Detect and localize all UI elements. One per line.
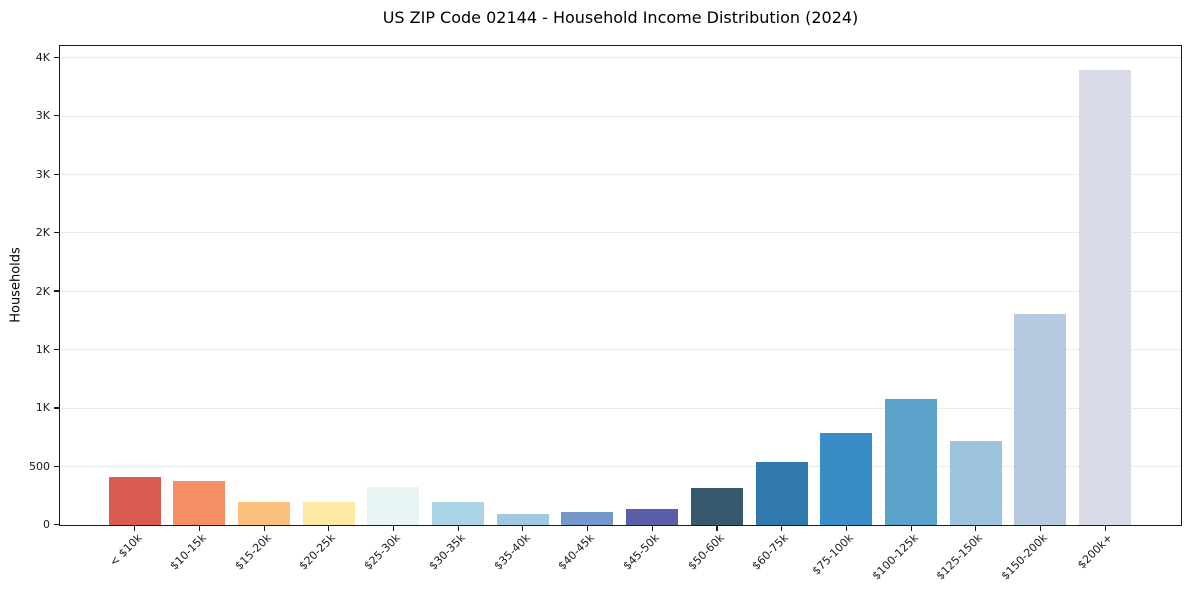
gridline [60, 349, 1181, 351]
x-tick-mark [651, 526, 653, 531]
x-tick-mark [1104, 526, 1106, 531]
y-tick-label: 2K [35, 284, 50, 298]
gridline [60, 115, 1181, 117]
bar-7 [496, 514, 549, 525]
y-tick-label: 3K [35, 167, 50, 181]
y-tick-mark [54, 115, 59, 117]
bar-10 [690, 487, 743, 525]
x-tick-mark [910, 526, 912, 531]
bar-9 [626, 509, 679, 525]
x-tick-mark [198, 526, 200, 531]
bar-6 [432, 501, 484, 525]
x-tick-label-text: $20-25k [297, 531, 339, 573]
y-tick-mark [54, 524, 59, 526]
y-tick-label: 1K [35, 342, 50, 356]
x-tick-label-text: $100-125k [869, 531, 921, 583]
x-tick-label-text: $50-60k [685, 531, 727, 573]
bar-1 [108, 477, 161, 525]
bar-11 [755, 461, 808, 525]
gridline [60, 466, 1181, 468]
x-tick-mark [328, 526, 330, 531]
y-tick-label: 500 [29, 459, 50, 473]
bar-13 [884, 398, 937, 525]
x-tick-mark [134, 526, 136, 531]
x-tick-mark [1039, 526, 1042, 531]
bar-5 [367, 487, 420, 525]
x-tick-label-text: $10-15k [167, 531, 209, 573]
x-tick-label-text: $200k+ [1074, 531, 1115, 572]
x-tick-mark [975, 526, 977, 531]
x-tick-label-text: < $10k [106, 531, 145, 569]
x-tick-mark [716, 526, 718, 531]
y-tick-mark [54, 407, 59, 409]
y-tick-mark [54, 173, 59, 175]
y-tick-mark [54, 56, 59, 58]
x-tick-label-text: $125-150k [934, 531, 986, 583]
plot-area [59, 45, 1182, 526]
chart-title: US ZIP Code 02144 - Household Income Dis… [382, 8, 859, 27]
y-tick-label: 0 [43, 518, 50, 532]
x-tick-label-text: $45-50k [620, 531, 662, 573]
gridline [60, 407, 1181, 409]
x-tick-label-text: $30-35k [426, 531, 468, 573]
x-tick-label-text: $25-30k [361, 531, 403, 573]
bar-14 [949, 440, 1002, 525]
y-tick-mark [54, 290, 59, 292]
y-tick-mark [54, 465, 59, 467]
gridline [60, 173, 1181, 175]
x-tick-label-text: $60-75k [749, 531, 792, 573]
bar-3 [237, 501, 290, 525]
x-tick-mark [522, 526, 524, 531]
x-tick-mark [263, 526, 265, 531]
bar-4 [302, 501, 355, 525]
bar-12 [820, 433, 873, 525]
x-tick-mark [587, 526, 589, 531]
bar-16 [1079, 69, 1131, 525]
y-tick-mark [54, 348, 59, 351]
gridline [60, 290, 1181, 292]
y-tick-label: 2K [35, 226, 50, 240]
x-tick-label-text: $150-200k [998, 531, 1050, 583]
x-tick-label-text: $75-100k [809, 531, 856, 578]
y-tick-label: 1K [35, 401, 50, 415]
x-tick-label-text: $15-20k [232, 531, 274, 573]
y-tick-label: 4K [35, 50, 50, 64]
bar-8 [561, 512, 614, 525]
x-tick-mark [781, 526, 783, 531]
x-tick-mark [392, 526, 395, 531]
gridline [60, 232, 1181, 234]
x-tick-label-text: $35-40k [491, 531, 533, 573]
y-tick-label: 3K [35, 109, 50, 123]
bar-2 [173, 480, 226, 525]
x-tick-mark [457, 526, 459, 531]
x-tick-label-text: $40-45k [555, 531, 598, 573]
gridline [60, 57, 1181, 59]
y-tick-mark [54, 232, 59, 234]
x-tick-mark [845, 526, 847, 531]
bar-15 [1014, 314, 1067, 525]
